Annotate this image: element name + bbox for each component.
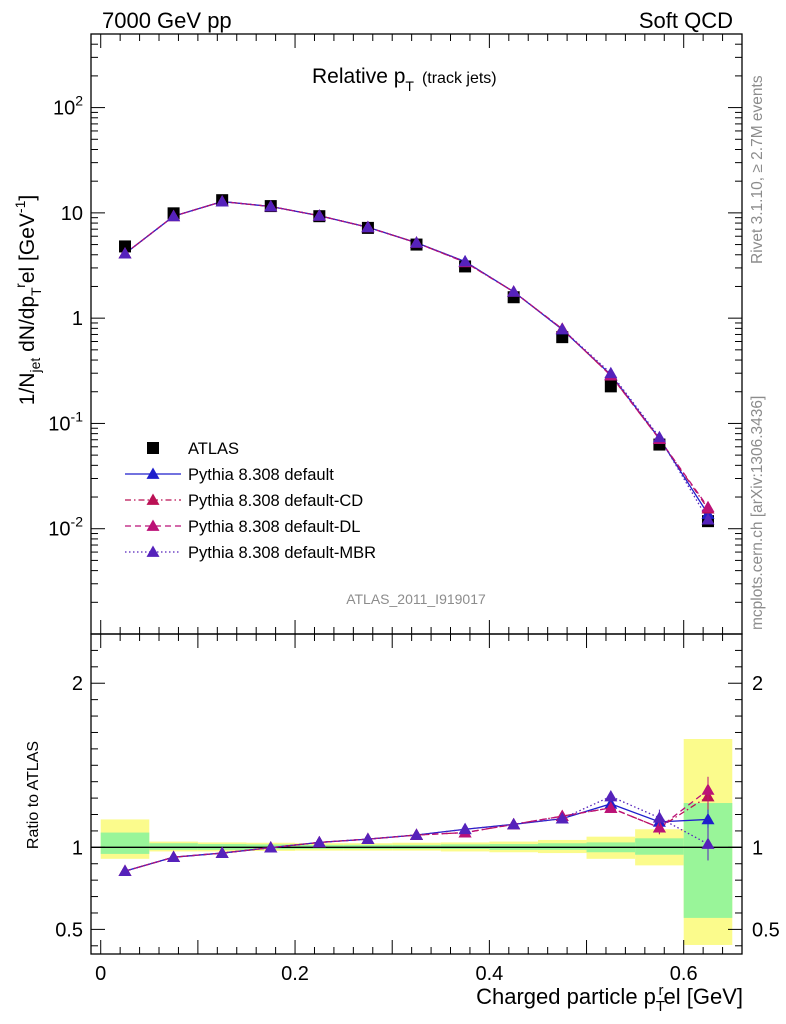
- xtick-label: 0.6: [670, 963, 698, 985]
- xlabel: Charged particle pTrel [GeV]: [476, 982, 743, 1015]
- ratio-series-3: [118, 789, 715, 877]
- main-mc-point: [458, 255, 472, 267]
- main-mc-point: [701, 513, 715, 525]
- plot-title-sub: T: [405, 78, 414, 94]
- ratio-band-inner: [537, 843, 587, 850]
- main-mc-point: [118, 247, 132, 259]
- main-mc-point: [507, 285, 521, 297]
- ratio-mc-point: [701, 783, 715, 795]
- legend-entry-2: Pythia 8.308 default-CD: [125, 492, 363, 510]
- legend-marker: [147, 442, 159, 454]
- main-mc-point: [410, 236, 423, 248]
- main-mc-point: [555, 322, 569, 335]
- ratio-series-2: [118, 776, 715, 877]
- legend-entry-4: Pythia 8.308 default-MBR: [125, 544, 376, 562]
- ratio-mc-point: [410, 828, 423, 840]
- main-mc-point: [167, 209, 181, 222]
- legend-marker: [146, 545, 160, 557]
- main-ytick-label: 10-2: [48, 514, 83, 541]
- ratio-ylabel: Ratio to ATLAS: [25, 741, 42, 849]
- ratio-mc-point: [118, 864, 132, 877]
- ratio-mc-point: [701, 837, 715, 849]
- ratio-mc-point: [701, 812, 715, 825]
- ratio-ytick-label-right: 2: [752, 673, 763, 695]
- ratio-ytick-label-right: 1: [752, 837, 763, 859]
- ratio-ytick-label: 2: [72, 673, 83, 695]
- main-mc-point: [312, 209, 326, 221]
- ratio-band-inner: [635, 838, 684, 855]
- ratio-mc-point: [507, 817, 521, 830]
- header-right-label: Soft QCD: [639, 8, 733, 33]
- ratio-ytick-label-right: 0.5: [752, 919, 780, 941]
- analysis-id: ATLAS_2011_I919017: [346, 591, 486, 607]
- main-mc-point: [604, 366, 618, 379]
- main-ytick-label: 10: [61, 203, 83, 225]
- main-ylabel: 1/Njet dN/dpTrel [GeV-1]: [12, 195, 44, 405]
- ratio-ytick-label: 0.5: [55, 919, 83, 941]
- legend-entry-3: Pythia 8.308 default-DL: [125, 518, 360, 536]
- ratio-band-inner: [100, 832, 150, 854]
- side-label-top: Rivet 3.1.10, ≥ 2.7M events: [749, 75, 766, 264]
- xtick-label: 0.2: [281, 963, 309, 985]
- main-mc-point: [361, 220, 375, 233]
- ratio-mc-point: [652, 811, 666, 823]
- ratio-band-inner: [149, 843, 198, 850]
- main-mc-point: [215, 195, 229, 207]
- side-label-bottom: mcplots.cern.ch [arXiv:1306.3436]: [749, 396, 766, 630]
- legend-label: Pythia 8.308 default-MBR: [188, 544, 376, 562]
- main-ytick-label: 1: [72, 308, 83, 330]
- plot-title-main: Relative p: [312, 65, 405, 88]
- legend-marker: [146, 493, 160, 505]
- ratio-mc-point: [215, 846, 229, 858]
- main-data-point: [119, 240, 132, 253]
- legend-label: ATLAS: [188, 440, 239, 458]
- ratio-mc-point: [458, 822, 472, 835]
- xtick-label: 0.4: [475, 963, 503, 985]
- ratio-band-inner: [440, 844, 490, 849]
- legend-marker: [146, 467, 160, 479]
- ratio-mc-point: [312, 835, 326, 848]
- xtick-label: 0: [95, 963, 106, 985]
- main-ytick-label: 102: [53, 93, 83, 120]
- main-mc-point: [701, 500, 715, 513]
- ratio-ytick-label: 1: [72, 837, 83, 859]
- ratio-mc-point: [167, 850, 181, 863]
- legend-label: Pythia 8.308 default-DL: [188, 518, 360, 536]
- main-ytick-label: 10-1: [48, 408, 83, 435]
- ratio-frame: [90, 633, 743, 955]
- ratio-mc-point: [555, 812, 569, 824]
- main-mc-point: [264, 199, 278, 212]
- plot-title: Relative pT (track jets): [312, 65, 497, 94]
- ratio-mc-point: [652, 821, 666, 833]
- main-mc-point: [652, 430, 666, 443]
- plot-title-extra: (track jets): [422, 70, 497, 87]
- ratio-mc-point: [604, 801, 618, 813]
- ratio-mc-point: [604, 789, 618, 802]
- ratio-panel: 0.5 0.5 1 1 2 2 0 0.2 0.4 0.6: [55, 633, 780, 985]
- legend-marker: [146, 519, 160, 531]
- ratio-mc-point: [264, 841, 278, 853]
- header-left-label: 7000 GeV pp: [102, 8, 232, 33]
- legend-entry-1: Pythia 8.308 default: [125, 466, 334, 484]
- legend-label: Pythia 8.308 default: [188, 466, 334, 484]
- ratio-mc-point: [361, 832, 375, 845]
- main-panel: 10-2 10-1 1 10 102 ATLAS Pythia 8.308 default P…: [48, 33, 743, 635]
- legend-label: Pythia 8.308 default-CD: [188, 492, 363, 510]
- main-data-point: [604, 380, 617, 393]
- main-markers-4: [118, 195, 715, 525]
- legend-entry-0: ATLAS: [147, 440, 239, 458]
